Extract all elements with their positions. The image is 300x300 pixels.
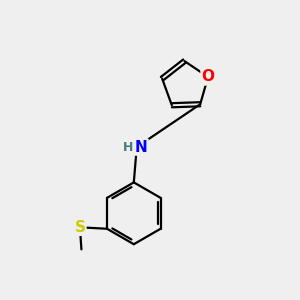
Text: H: H xyxy=(123,141,134,154)
Text: O: O xyxy=(202,70,214,85)
Text: N: N xyxy=(135,140,148,154)
Text: S: S xyxy=(74,220,86,235)
